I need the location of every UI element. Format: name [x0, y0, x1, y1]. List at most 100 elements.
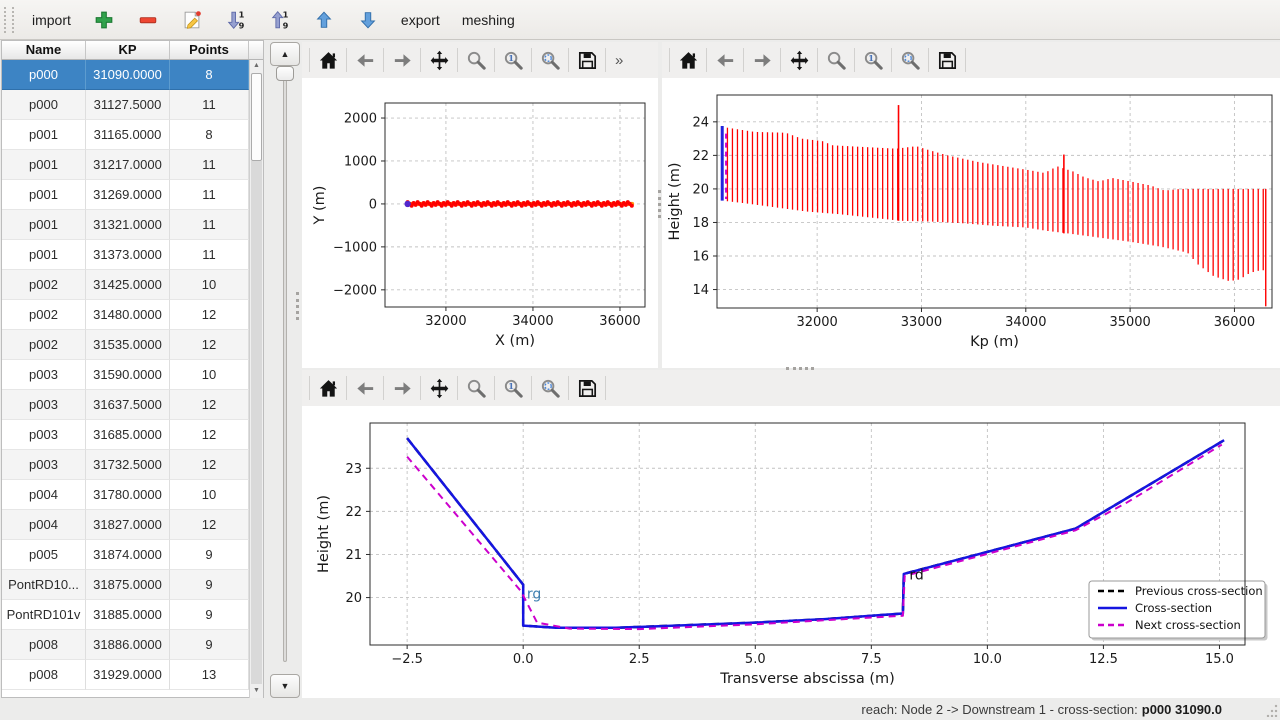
- cell-points[interactable]: 12: [170, 420, 249, 450]
- cell-kp[interactable]: 31127.5000: [86, 90, 170, 120]
- table-row[interactable]: p002 31425.0000 10: [2, 270, 263, 300]
- cell-points[interactable]: 11: [170, 90, 249, 120]
- edit-cross-section-button[interactable]: [173, 5, 211, 35]
- forward-button[interactable]: [387, 45, 417, 75]
- cell-kp[interactable]: 31321.0000: [86, 210, 170, 240]
- cell-kp[interactable]: 31875.0000: [86, 570, 170, 600]
- cell-name[interactable]: PontRD101v: [2, 600, 86, 630]
- scroll-up-icon[interactable]: ▲: [253, 62, 260, 69]
- table-row[interactable]: PontRD10... 31875.0000 9: [2, 570, 263, 600]
- cell-points[interactable]: 9: [170, 570, 249, 600]
- cell-kp[interactable]: 31874.0000: [86, 540, 170, 570]
- back-button[interactable]: [710, 45, 740, 75]
- slider-track[interactable]: [283, 70, 287, 662]
- cell-name[interactable]: p008: [2, 660, 86, 690]
- zoom-selection-button[interactable]: [535, 373, 565, 403]
- save-figure-button[interactable]: [932, 45, 962, 75]
- table-scrollbar[interactable]: ▲ ▼: [249, 60, 263, 698]
- cell-points[interactable]: 11: [170, 150, 249, 180]
- cell-points[interactable]: 12: [170, 300, 249, 330]
- table-row[interactable]: PontRD101v 31885.0000 9: [2, 600, 263, 630]
- cell-name[interactable]: p005: [2, 540, 86, 570]
- table-row[interactable]: p000 31127.5000 11: [2, 90, 263, 120]
- zoom-one-button[interactable]: 1: [498, 373, 528, 403]
- move-down-button[interactable]: [349, 5, 387, 35]
- add-cross-section-button[interactable]: [85, 5, 123, 35]
- cell-name[interactable]: p001: [2, 180, 86, 210]
- cell-points[interactable]: 12: [170, 330, 249, 360]
- plots-splitter-handle[interactable]: [658, 190, 661, 218]
- cell-points[interactable]: 9: [170, 540, 249, 570]
- cell-name[interactable]: p003: [2, 390, 86, 420]
- table-row[interactable]: p001 31217.0000 11: [2, 150, 263, 180]
- cell-kp[interactable]: 31732.5000: [86, 450, 170, 480]
- horizontal-splitter-handle[interactable]: [786, 367, 814, 370]
- zoom-rect-button[interactable]: [461, 373, 491, 403]
- home-button[interactable]: [313, 373, 343, 403]
- table-row[interactable]: p008 31929.0000 13: [2, 660, 263, 690]
- cell-kp[interactable]: 31269.0000: [86, 180, 170, 210]
- export-button[interactable]: export: [400, 11, 440, 28]
- table-row[interactable]: p003 31732.5000 12: [2, 450, 263, 480]
- remove-cross-section-button[interactable]: [129, 5, 167, 35]
- move-up-button[interactable]: [305, 5, 343, 35]
- cell-name[interactable]: p003: [2, 450, 86, 480]
- cell-name[interactable]: p002: [2, 330, 86, 360]
- forward-button[interactable]: [387, 373, 417, 403]
- save-figure-button[interactable]: [572, 45, 602, 75]
- cell-name[interactable]: p004: [2, 480, 86, 510]
- slider-down-button[interactable]: ▼: [270, 674, 300, 698]
- cell-points[interactable]: 11: [170, 180, 249, 210]
- column-header-points[interactable]: Points: [170, 41, 249, 59]
- scroll-down-icon[interactable]: ▼: [253, 687, 260, 694]
- cell-name[interactable]: p003: [2, 360, 86, 390]
- slider-thumb[interactable]: [276, 66, 294, 81]
- cell-name[interactable]: p001: [2, 240, 86, 270]
- home-button[interactable]: [313, 45, 343, 75]
- table-row[interactable]: p001 31165.0000 8: [2, 120, 263, 150]
- table-row[interactable]: p002 31535.0000 12: [2, 330, 263, 360]
- cell-name[interactable]: p004: [2, 510, 86, 540]
- long-profile-chart[interactable]: 32000 33000 34000 35000 36000 14 16 18 20 22 24 Kp …: [662, 78, 1280, 368]
- pan-button[interactable]: [424, 45, 454, 75]
- save-figure-button[interactable]: [572, 373, 602, 403]
- cell-name[interactable]: p002: [2, 300, 86, 330]
- cell-kp[interactable]: 31885.0000: [86, 600, 170, 630]
- cell-points[interactable]: 13: [170, 660, 249, 690]
- cell-kp[interactable]: 31827.0000: [86, 510, 170, 540]
- table-row[interactable]: p004 31780.0000 10: [2, 480, 263, 510]
- cross-section-chart[interactable]: rg rd Previous cross-section Cross-section N…: [302, 406, 1280, 698]
- pan-button[interactable]: [424, 373, 454, 403]
- cell-points[interactable]: 11: [170, 210, 249, 240]
- cell-kp[interactable]: 31090.0000: [86, 60, 170, 90]
- window-resize-grip[interactable]: [1265, 704, 1278, 717]
- table-row[interactable]: p000 31090.0000 8: [2, 60, 263, 90]
- scrollbar-thumb[interactable]: [251, 73, 262, 161]
- cell-kp[interactable]: 31373.0000: [86, 240, 170, 270]
- cell-points[interactable]: 8: [170, 120, 249, 150]
- cell-points[interactable]: 9: [170, 630, 249, 660]
- table-row[interactable]: p005 31874.0000 9: [2, 540, 263, 570]
- toolbar-overflow-button[interactable]: »: [615, 51, 624, 69]
- cell-kp[interactable]: 31685.0000: [86, 420, 170, 450]
- zoom-one-button[interactable]: 1: [498, 45, 528, 75]
- table-row[interactable]: p001 31269.0000 11: [2, 180, 263, 210]
- toolbar-drag-handle[interactable]: [4, 6, 14, 33]
- cell-kp[interactable]: 31886.0000: [86, 630, 170, 660]
- pan-button[interactable]: [784, 45, 814, 75]
- cell-name[interactable]: p000: [2, 60, 86, 90]
- cell-kp[interactable]: 31637.5000: [86, 390, 170, 420]
- zoom-rect-button[interactable]: [821, 45, 851, 75]
- cell-points[interactable]: 12: [170, 450, 249, 480]
- cell-name[interactable]: p003: [2, 420, 86, 450]
- cell-name[interactable]: p001: [2, 120, 86, 150]
- table-row[interactable]: p001 31321.0000 11: [2, 210, 263, 240]
- meshing-button[interactable]: meshing: [461, 11, 515, 28]
- cell-points[interactable]: 8: [170, 60, 249, 90]
- import-button[interactable]: import: [32, 11, 71, 28]
- cell-name[interactable]: p000: [2, 90, 86, 120]
- cell-points[interactable]: 10: [170, 360, 249, 390]
- cell-points[interactable]: 12: [170, 390, 249, 420]
- zoom-rect-button[interactable]: [461, 45, 491, 75]
